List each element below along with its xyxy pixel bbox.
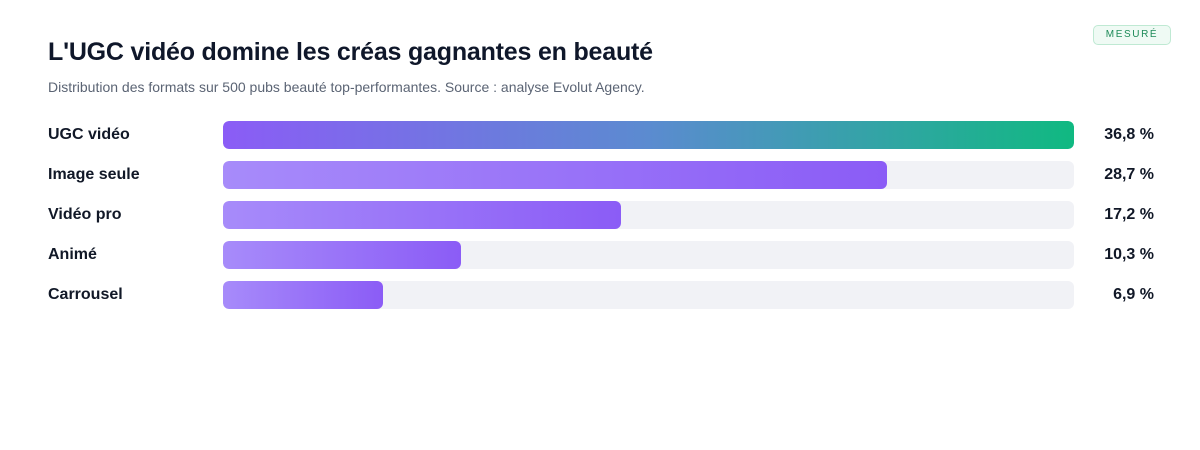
bar-fill xyxy=(223,241,462,269)
bar-value-label: 17,2 % xyxy=(1104,206,1154,223)
bar-fill xyxy=(223,281,383,309)
bar-row: Vidéo pro 17,2 % xyxy=(48,201,1158,229)
bar-label: Vidéo pro xyxy=(48,206,122,223)
bar-label: Image seule xyxy=(48,166,140,183)
bar-fill xyxy=(223,201,621,229)
bar-track xyxy=(223,201,1074,229)
bar-label: Carrousel xyxy=(48,286,123,303)
bar-fill xyxy=(223,161,887,189)
bar-track xyxy=(223,281,1074,309)
bar-value-label: 6,9 % xyxy=(1113,286,1154,303)
bar-row: Animé 10,3 % xyxy=(48,241,1158,269)
bar-label: UGC vidéo xyxy=(48,126,130,143)
chart-subtitle: Distribution des formats sur 500 pubs be… xyxy=(48,79,645,95)
bar-track xyxy=(223,241,1074,269)
bar-value-label: 36,8 % xyxy=(1104,126,1154,143)
chart-title: L'UGC vidéo domine les créas gagnantes e… xyxy=(48,38,653,66)
bar-row: Image seule 28,7 % xyxy=(48,161,1158,189)
measured-badge: MESURÉ xyxy=(1093,25,1171,45)
bar-value-label: 10,3 % xyxy=(1104,246,1154,263)
bar-list: UGC vidéo 36,8 % Image seule 28,7 % Vidéo pr… xyxy=(48,121,1158,321)
bar-label: Animé xyxy=(48,246,97,263)
bar-track xyxy=(223,121,1074,149)
bar-fill xyxy=(223,121,1074,149)
bar-row: UGC vidéo 36,8 % xyxy=(48,121,1158,149)
bar-track xyxy=(223,161,1074,189)
bar-row: Carrousel 6,9 % xyxy=(48,281,1158,309)
bar-value-label: 28,7 % xyxy=(1104,166,1154,183)
